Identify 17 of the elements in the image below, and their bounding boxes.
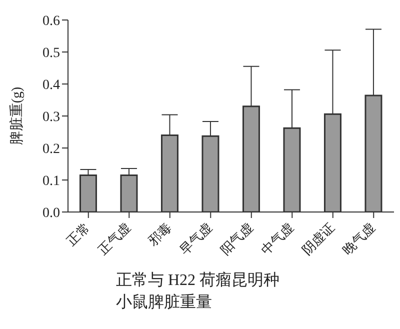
x-tick-label: 早气虚 [176,220,215,258]
x-tick-label: 晚气虚 [340,220,378,258]
x-tick-label: 阴虚证 [298,220,338,258]
y-tick-label: 0.5 [42,46,60,61]
y-axis-title: 脾脏重(g) [8,86,25,146]
text: 正常与 H22 荷瘤昆明种小鼠脾脏重量 [116,270,281,313]
x-tick-label: 正气虚 [95,220,134,258]
y-tick-label: 0.2 [42,142,60,157]
x-tick-label: 阳气虚 [217,220,256,258]
x-tick-label: 正常 [64,220,93,249]
y-tick-label: 0.1 [42,174,60,189]
y-tick-label: 0.6 [42,14,60,29]
x-tick-label: 中气虚 [258,220,296,258]
y-tick-label: 0.4 [42,78,60,93]
y-tick-label: 0.0 [42,206,60,221]
x-tick-label: 邪毒 [145,220,174,249]
y-tick-label: 0.3 [42,110,60,125]
